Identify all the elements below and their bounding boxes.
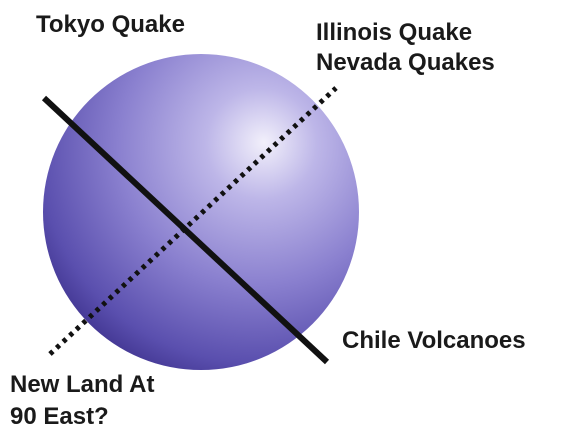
chile-volcanoes-label: Chile Volcanoes xyxy=(342,327,526,354)
new-land-label-line2: 90 East? xyxy=(10,403,109,430)
new-land-label-line1: New Land At xyxy=(10,371,155,398)
nevada-quakes-label: Nevada Quakes xyxy=(316,49,495,76)
dotted-axis-line xyxy=(48,86,338,356)
tokyo-quake-label: Tokyo Quake xyxy=(36,11,185,38)
illinois-quake-label: Illinois Quake xyxy=(316,19,473,46)
